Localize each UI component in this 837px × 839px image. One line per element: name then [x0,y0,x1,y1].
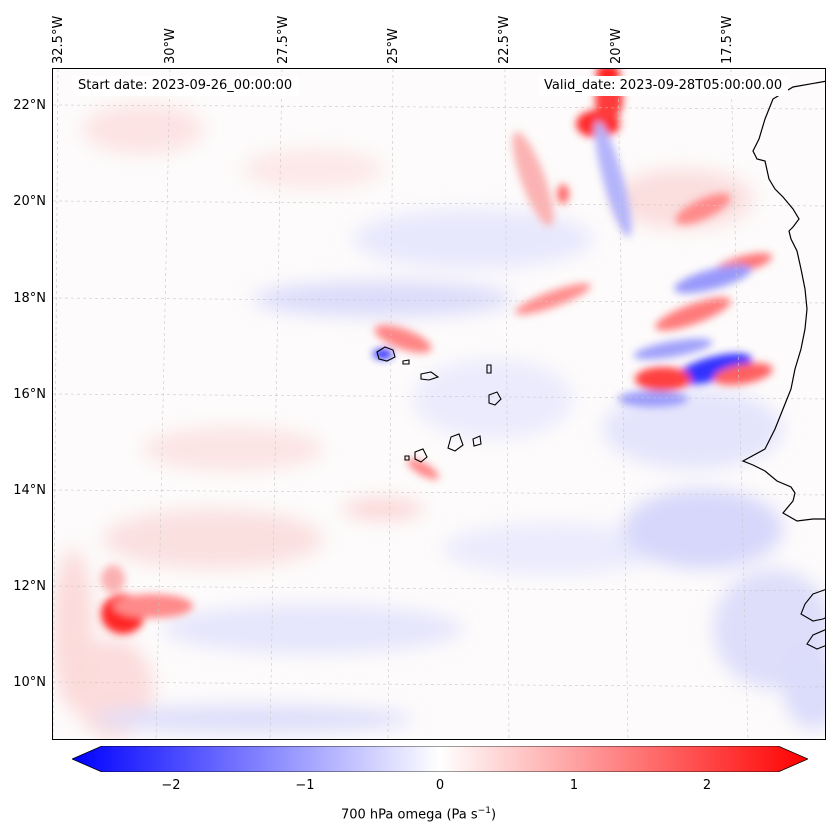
colorbar-label: 700 hPa omega (Pa s−1) [340,806,497,823]
africa-coastline [741,80,825,522]
start-date-label: Start date: 2023-09-26_00:00:00 [72,76,299,96]
lon-label-27-5w: 27.5°W [276,15,291,64]
colorbar-units-exponent: −1 [477,806,491,816]
colorbar-variable: 700 hPa omega [340,807,443,823]
omega-intense-features [101,69,773,634]
colorbar-tick-neg1: −1 [295,778,315,793]
lon-label-22-5w: 22.5°W [497,15,512,64]
lat-label-10n: 10°N [13,675,46,690]
graticule [53,69,825,739]
africa-coastline-south [800,589,825,650]
lat-label-20n: 20°N [13,194,46,209]
cape-verde-islands [376,346,502,463]
colorbar-tick-2: 2 [702,778,712,793]
lon-label-30w: 30°W [163,28,178,64]
lat-label-22n: 22°N [13,98,46,113]
lon-label-17-5w: 17.5°W [720,15,735,64]
lat-label-18n: 18°N [13,291,46,306]
lat-label-12n: 12°N [13,579,46,594]
lat-label-16n: 16°N [13,387,46,402]
colorbar [72,746,808,772]
omega-background-blobs [53,104,825,739]
colorbar-tick-1: 1 [569,778,579,793]
colorbar-tick-neg2: −2 [161,778,181,793]
lat-label-14n: 14°N [13,483,46,498]
omega-field [53,69,825,739]
omega-map [52,68,826,740]
colorbar-tick-0: 0 [435,778,445,793]
lon-label-25w: 25°W [386,28,401,64]
colorbar-body [72,746,808,772]
lon-label-32-5w: 32.5°W [51,15,66,64]
colorbar-units: Pa s [451,807,478,823]
lon-label-20w: 20°W [609,28,624,64]
valid-date-label: Valid_date: 2023-09-28T05:00:00.00 [538,76,789,96]
